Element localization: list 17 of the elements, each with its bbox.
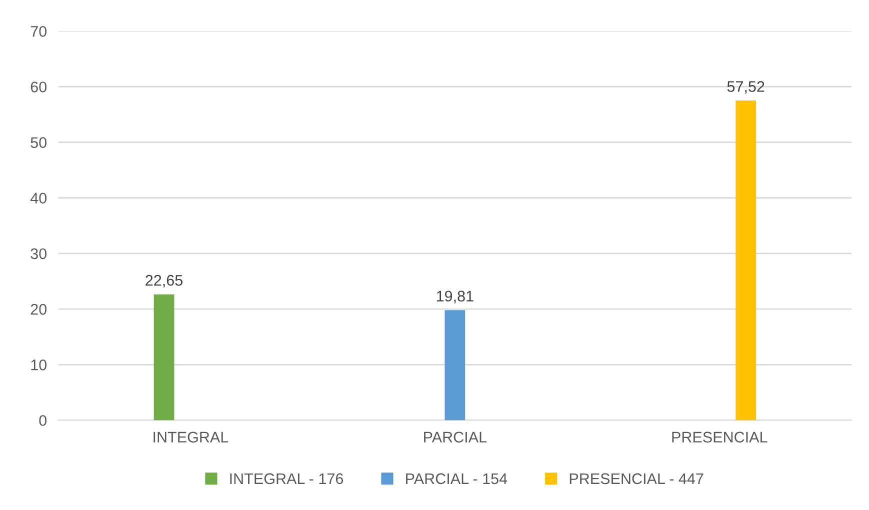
y-tick-label: 0	[39, 415, 47, 426]
data-label: 22,65	[146, 274, 182, 288]
x-tick-label: PARCIAL	[424, 432, 487, 443]
data-label: 57,52	[727, 81, 764, 94]
y-tick-label: 10	[31, 360, 47, 370]
data-label: 19,81	[436, 290, 474, 304]
x-tick-label: PRESENCIAL	[672, 432, 768, 443]
y-tick-label: 20	[30, 304, 47, 315]
y-tick-label: 40	[30, 192, 47, 204]
legend-label: PRESENCIAL - 447	[570, 473, 704, 484]
y-tick-label: 60	[30, 82, 47, 92]
legend-label: PARCIAL - 154	[406, 473, 508, 484]
legend-label: INTEGRAL - 176	[230, 473, 344, 484]
y-tick-label: 30	[30, 248, 47, 260]
y-tick-label: 70	[30, 26, 47, 37]
x-tick-label: INTEGRAL	[154, 432, 228, 443]
y-tick-label: 50	[30, 137, 47, 148]
